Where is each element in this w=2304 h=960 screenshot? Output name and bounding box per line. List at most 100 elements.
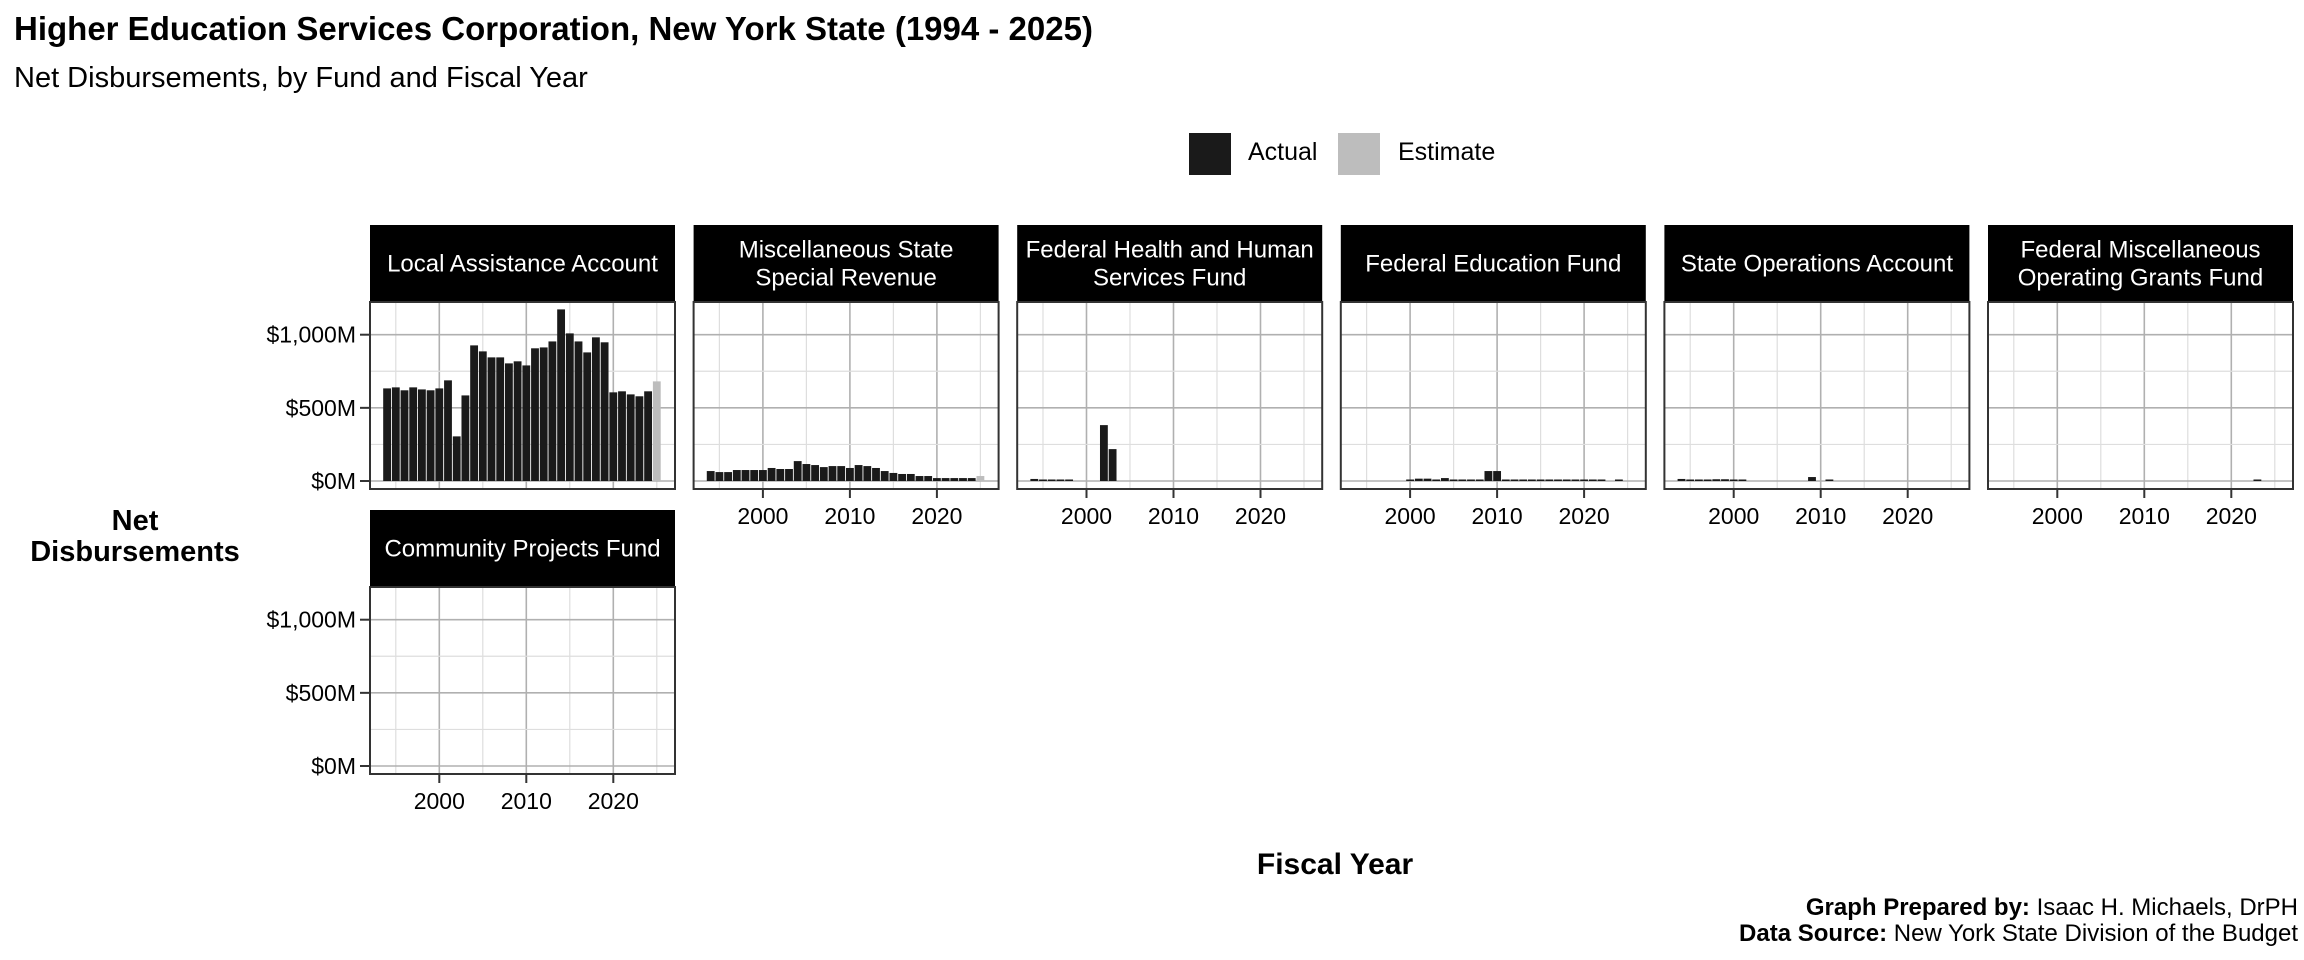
bar-2009 [1484, 471, 1493, 481]
x-tick-label: 2020 [1882, 503, 1933, 529]
bar-2015 [889, 472, 898, 481]
bar-1997 [732, 470, 741, 481]
panel-background [1664, 302, 1970, 489]
bar-2004 [470, 345, 479, 481]
bar-1998 [417, 389, 426, 481]
panel-border [1016, 301, 1324, 490]
bar-2005 [802, 464, 811, 481]
bar-2022 [626, 394, 635, 481]
x-tick-label: 2000 [1385, 503, 1436, 529]
bar-2009 [513, 361, 522, 481]
bar-1999 [1721, 479, 1729, 481]
bar-2025 [976, 476, 985, 481]
facet-strip-label: Operating Grants Fund [2018, 265, 2263, 292]
bar-2004 [793, 461, 802, 481]
bar-2013 [872, 467, 880, 481]
bar-1994 [383, 388, 392, 481]
bar-2002 [1099, 425, 1108, 481]
legend-swatch-actual [1189, 133, 1231, 175]
bar-2003 [1108, 449, 1117, 481]
bar-1998 [741, 470, 750, 481]
bar-2002 [452, 436, 461, 481]
facet-strip [1988, 225, 2293, 302]
bar-2000 [1729, 479, 1738, 481]
bar-2020 [609, 392, 618, 481]
bar-2003 [785, 469, 793, 481]
x-tick-label: 2020 [1235, 503, 1286, 529]
bar-2016 [574, 341, 583, 481]
panel-border [1339, 301, 1647, 490]
bar-1997 [1703, 479, 1712, 481]
facet-panel-1: Local Assistance Account $0M $500M $1,000M [266, 225, 676, 494]
bar-2004 [1440, 478, 1449, 481]
bar-2012 [863, 466, 872, 481]
bar-2015 [1536, 479, 1545, 481]
bar-2020 [1580, 479, 1589, 481]
bar-1995 [391, 387, 400, 481]
footer-prepared-by: Graph Prepared by: Isaac H. Michaels, Dr… [1806, 894, 2298, 922]
bar-2006 [487, 357, 496, 481]
bar-2014 [880, 471, 889, 481]
panel-border [1987, 301, 2294, 490]
bar-2005 [478, 351, 487, 481]
facet-strip-label: Community Projects Fund [384, 536, 660, 563]
bar-1997 [1056, 479, 1065, 481]
bar-2000 [435, 388, 444, 481]
facet-strip [370, 510, 675, 587]
facet-strip-label: State Operations Account [1681, 251, 1954, 278]
bar-2010 [522, 365, 531, 481]
bar-2005 [1449, 479, 1458, 481]
bar-2003 [1432, 479, 1441, 481]
data-source-label: Data Source: [1739, 920, 1888, 947]
bar-2001 [767, 467, 776, 481]
bar-2007 [496, 357, 505, 481]
y-tick-label: $1,000M [266, 322, 356, 348]
facet-strip [370, 225, 675, 302]
bar-2000 [1406, 479, 1415, 481]
facet-strip-label: Federal Miscellaneous [2020, 237, 2260, 264]
bar-2016 [898, 473, 907, 481]
bar-2020 [932, 478, 941, 481]
bar-2002 [776, 469, 785, 481]
bar-1994 [706, 471, 715, 481]
bar-2012 [1510, 479, 1519, 481]
bar-2013 [548, 341, 557, 481]
bar-1995 [715, 472, 724, 481]
bar-2015 [565, 333, 574, 481]
bar-2024 [967, 478, 976, 481]
legend-swatch-estimate [1338, 133, 1380, 175]
bar-2008 [504, 363, 513, 481]
bar-2006 [1458, 479, 1467, 481]
bar-2021 [941, 478, 950, 481]
bar-1999 [750, 470, 759, 481]
bar-2019 [1571, 479, 1580, 481]
panel-background [1340, 302, 1646, 489]
bar-2024 [1614, 479, 1623, 481]
bar-1994 [1677, 478, 1686, 481]
panel-border [1663, 301, 1971, 490]
x-tick-label: 2010 [501, 788, 552, 814]
panel-background [1988, 302, 2293, 489]
bar-2001 [444, 380, 452, 481]
x-tick-label: 2010 [2119, 503, 2170, 529]
x-tick-label: 2010 [1795, 503, 1846, 529]
facet-strip-label: Federal Health and Human [1026, 237, 1314, 264]
x-tick-label: 2000 [2032, 503, 2083, 529]
x-axis-label: Fiscal Year [1256, 848, 1414, 881]
bar-2009 [837, 466, 846, 481]
bar-2018 [915, 476, 924, 481]
facet-strip [1017, 225, 1323, 302]
bar-2021 [1588, 479, 1597, 481]
bar-2008 [828, 466, 837, 481]
chart-title: Higher Education Services Corporation, N… [14, 10, 1093, 47]
facet-strip [1664, 225, 1970, 302]
bar-2023 [959, 478, 967, 481]
bar-2010 [845, 467, 854, 481]
bar-2025 [652, 381, 661, 481]
bar-2014 [557, 309, 566, 481]
facet-strip [1340, 225, 1646, 302]
